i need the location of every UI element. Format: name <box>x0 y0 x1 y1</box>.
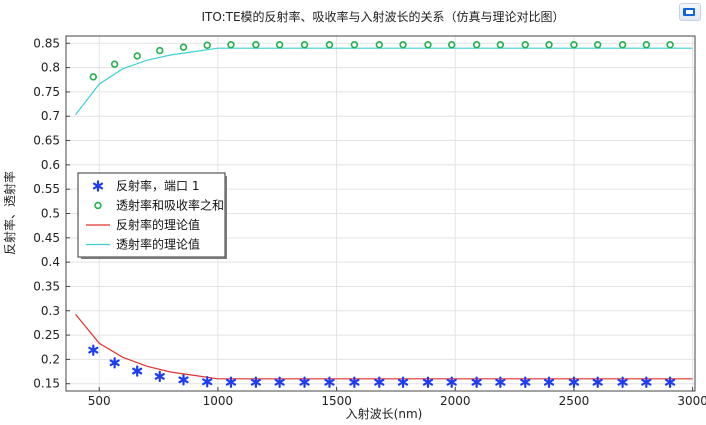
transmittance-point <box>203 41 211 49</box>
reflectance-point <box>349 376 360 388</box>
transmittance-point <box>252 41 260 49</box>
reflectance-point <box>225 376 237 388</box>
legend-label: 透射率的理论值 <box>116 237 200 252</box>
transmittance-point <box>375 41 384 49</box>
x-axis: 500 1000 1500 2000 2500 3000 <box>88 387 706 408</box>
series-layer <box>75 41 693 388</box>
legend-label: 反射率的理论值 <box>116 217 200 232</box>
reflectance-point <box>88 344 99 356</box>
y-axis: 0.15 0.2 0.25 0.3 0.35 0.4 0.45 0.5 0.55 0.6 0.65 0… <box>33 36 70 391</box>
y-tick-label: 0.15 <box>33 377 60 391</box>
reflectance-point <box>520 376 531 388</box>
transmittance-point <box>325 41 334 49</box>
transmittance-point <box>472 41 481 49</box>
transmittance-point <box>545 41 553 49</box>
transmittance-point <box>156 46 164 55</box>
reflectance-point <box>664 376 676 388</box>
x-axis-label: 入射波长(nm) <box>346 406 423 421</box>
transmittance-point <box>496 41 505 49</box>
y-tick-label: 0.4 <box>41 255 60 269</box>
y-tick-label: 0.25 <box>33 328 60 342</box>
y-axis-label: 反射率、透射率 <box>2 171 17 255</box>
reflectance-point <box>568 376 580 388</box>
y-tick-label: 0.35 <box>33 279 60 293</box>
y-tick-label: 0.75 <box>33 85 60 99</box>
transmittance-point <box>424 41 432 49</box>
transmittance-point <box>89 73 97 81</box>
reflectance-point <box>202 376 213 388</box>
legend-shadow <box>225 176 227 259</box>
comsol-logo-icon <box>679 3 701 21</box>
legend-label: 反射率，端口 1 <box>116 178 199 193</box>
y-tick-label: 0.6 <box>41 158 60 172</box>
transmittance-point <box>275 41 284 49</box>
reflectance-point <box>250 376 261 388</box>
reflectance-point <box>154 370 165 383</box>
transmittance-point <box>642 41 651 49</box>
transmittance-point <box>350 41 359 49</box>
y-tick-label: 0.8 <box>41 61 60 75</box>
reflectance-point <box>274 376 285 388</box>
transmittance-point <box>133 52 141 60</box>
y-tick-label: 0.85 <box>33 36 60 50</box>
reflectance-point <box>397 376 409 388</box>
legend-shadow-bottom <box>81 257 227 259</box>
reflectance-point <box>299 376 310 388</box>
theory-line <box>75 47 693 116</box>
x-tick-label: 500 <box>88 394 111 408</box>
transmittance-point <box>227 41 235 49</box>
reflectance-point <box>324 376 335 388</box>
x-tick-label: 1000 <box>203 394 234 408</box>
transmittance-point <box>521 41 529 49</box>
legend-box <box>77 172 226 258</box>
reflectance-point <box>543 376 555 388</box>
transmittance-point <box>666 41 674 49</box>
reflectance-point <box>446 376 457 388</box>
y-tick-label: 0.7 <box>41 109 60 123</box>
y-tick-label: 0.2 <box>41 352 60 366</box>
theory-line <box>75 313 693 380</box>
reflectance-point <box>471 376 482 388</box>
reflectance-point <box>109 357 120 369</box>
x-tick-label: 2500 <box>559 394 590 408</box>
transmittance-point <box>448 41 456 49</box>
grid-lines <box>66 36 695 391</box>
legend-star-swatch <box>92 180 104 192</box>
reflectance-point <box>178 374 189 386</box>
x-tick-label: 1500 <box>321 394 352 408</box>
reflectance-point <box>132 365 143 377</box>
x-tick-label: 2000 <box>440 394 471 408</box>
y-tick-label: 0.3 <box>41 304 60 318</box>
chart-title: ITO:TE模的反射率、吸收率与入射波长的关系（仿真与理论对比图） <box>201 9 564 24</box>
reflectance-point <box>641 376 652 388</box>
reflectance-point <box>495 376 506 388</box>
x-tick-label: 3000 <box>677 394 706 408</box>
transmittance-point <box>179 43 188 51</box>
reflectance-point <box>422 376 434 388</box>
reflectance-point <box>617 376 628 388</box>
reflectance-point <box>592 376 603 388</box>
transmittance-point <box>399 41 407 49</box>
reflectance-point <box>374 376 385 388</box>
y-tick-label: 0.65 <box>33 134 60 148</box>
y-tick-label: 0.45 <box>33 231 60 245</box>
legend-circle-swatch <box>94 201 102 210</box>
transmittance-point <box>593 41 602 49</box>
legend-label: 透射率和吸收率之和 <box>116 198 224 213</box>
y-tick-label: 0.5 <box>41 207 60 221</box>
transmittance-point <box>618 41 627 49</box>
transmittance-point <box>570 41 578 49</box>
y-tick-label: 0.55 <box>33 182 60 196</box>
transmittance-point <box>110 60 119 68</box>
transmittance-point <box>300 41 309 49</box>
